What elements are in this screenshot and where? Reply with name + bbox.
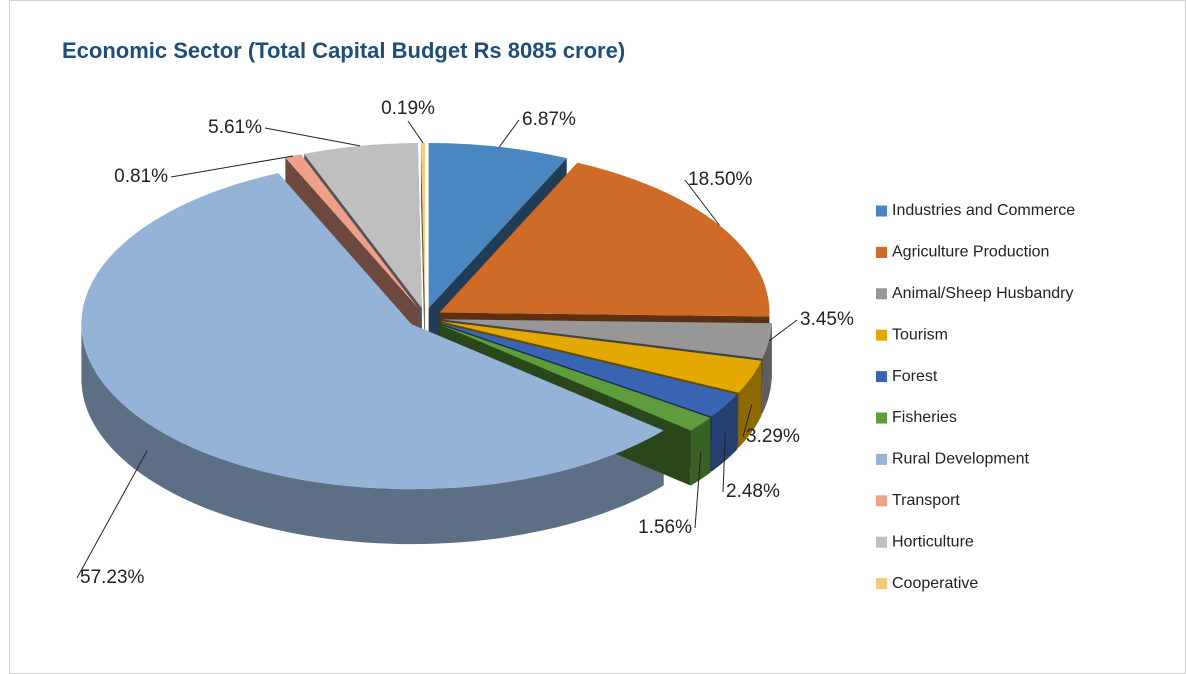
data-label: 6.87% [522, 109, 576, 130]
leader-line [498, 119, 520, 148]
leader-line [722, 433, 726, 493]
slice [439, 323, 738, 417]
legend-swatch [876, 329, 887, 341]
leader-line [407, 120, 424, 144]
data-label: 3.29% [746, 426, 800, 447]
legend-swatch [876, 453, 887, 465]
data-label: 0.19% [381, 98, 435, 119]
data-label: 0.81% [114, 166, 168, 187]
legend-swatch [876, 371, 887, 383]
legend-label: Transport [892, 492, 960, 509]
legend-swatch [876, 578, 887, 590]
data-label: 1.56% [638, 517, 692, 538]
legend-label: Tourism [892, 326, 948, 343]
slice [441, 319, 772, 359]
legend-label: Rural Development [892, 451, 1030, 468]
slice [439, 162, 770, 317]
slice [428, 143, 567, 309]
slice [441, 321, 762, 393]
legend-swatch [876, 536, 887, 548]
legend-label: Industries and Commerce [892, 202, 1075, 219]
data-label: 2.48% [726, 481, 780, 502]
leader-line [76, 450, 148, 579]
leader-line [694, 451, 702, 529]
legend-swatch [876, 495, 887, 507]
slice-side [762, 323, 772, 414]
slice-tops [81, 142, 772, 490]
leader-line [768, 319, 798, 342]
data-label: 18.50% [688, 169, 753, 190]
legend-label: Animal/Sheep Husbandry [892, 285, 1073, 302]
slice [304, 142, 422, 308]
legend-label: Fisheries [892, 409, 957, 426]
legend: Industries and Commerce Agriculture Produ… [876, 202, 1075, 592]
slice [438, 324, 711, 431]
slice [81, 173, 664, 490]
legend-swatch [876, 412, 887, 424]
legend-swatch [876, 205, 887, 217]
slice-cut-face [420, 142, 425, 363]
slice-side [690, 417, 711, 486]
slice [285, 154, 419, 309]
slice-side [738, 360, 762, 448]
legend-label: Agriculture Production [892, 244, 1049, 261]
slice-side [711, 394, 738, 472]
data-label: 3.45% [800, 309, 854, 330]
legend-label: Horticulture [892, 533, 974, 550]
leader-line [742, 404, 753, 438]
data-label: 5.61% [208, 117, 262, 138]
legend-swatch [876, 246, 887, 258]
legend-label: Forest [892, 368, 938, 385]
data-label: 57.23% [80, 567, 145, 588]
chart-title: Economic Sector (Total Capital Budget Rs… [62, 38, 625, 63]
legend-swatch [876, 288, 887, 300]
leader-line [170, 155, 294, 178]
slice-side [81, 324, 664, 545]
legend-label: Cooperative [892, 575, 978, 592]
slice [420, 142, 425, 308]
data-labels: 6.87% 18.50% 3.45% 3.29% 2.48% 1.56% 57.23% 0.8… [76, 98, 854, 588]
leader-line [684, 179, 720, 226]
leader-line [264, 127, 361, 147]
